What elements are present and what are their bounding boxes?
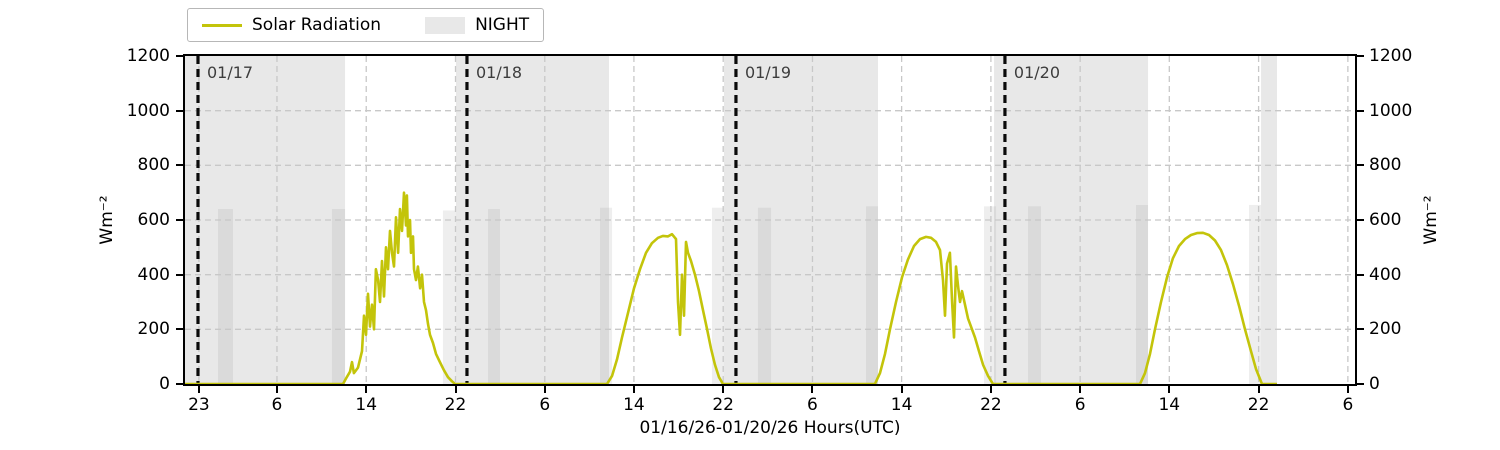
x-tick-mark bbox=[454, 384, 457, 393]
solar-radiation-line bbox=[185, 191, 1277, 384]
aux-bar bbox=[442, 210, 456, 384]
y-tick-mark-left bbox=[176, 109, 185, 112]
x-tick-label: 22 bbox=[980, 395, 1002, 415]
aux-bar bbox=[757, 207, 772, 384]
x-tick-label: 6 bbox=[539, 395, 551, 415]
x-tick-label: 6 bbox=[271, 395, 283, 415]
y-tick-label-left: 200 bbox=[137, 319, 170, 340]
x-tick-mark bbox=[811, 384, 814, 393]
y-axis-label-left: Wm⁻² bbox=[97, 195, 117, 245]
y-tick-mark-right bbox=[1355, 273, 1364, 276]
x-tick-label: 6 bbox=[1342, 395, 1354, 415]
y-tick-mark-right bbox=[1355, 55, 1364, 57]
legend-item-solar-radiation: Solar Radiation bbox=[202, 15, 381, 35]
legend-label-solar-radiation: Solar Radiation bbox=[252, 15, 382, 35]
legend-label-night: NIGHT bbox=[475, 15, 530, 35]
x-tick-label: 23 bbox=[188, 395, 210, 415]
y-tick-mark-right bbox=[1355, 109, 1364, 112]
x-axis-label: 01/16/26-01/20/26 Hours(UTC) bbox=[639, 418, 901, 438]
x-tick-label: 6 bbox=[1074, 395, 1086, 415]
x-tick-mark bbox=[632, 384, 635, 393]
x-tick-label: 14 bbox=[1158, 395, 1181, 415]
y-tick-mark-left bbox=[176, 219, 185, 221]
y-tick-mark-left bbox=[176, 328, 185, 331]
x-tick-mark bbox=[197, 384, 200, 393]
x-tick-mark bbox=[275, 384, 278, 393]
x-tick-label: 22 bbox=[1247, 395, 1270, 415]
aux-bar bbox=[983, 206, 997, 384]
y-tick-label-right: 400 bbox=[1369, 264, 1402, 285]
legend-item-night: NIGHT bbox=[425, 15, 529, 35]
y-tick-label-right: 200 bbox=[1369, 319, 1402, 340]
y-tick-label-right: 1000 bbox=[1369, 100, 1413, 121]
x-tick-mark bbox=[1079, 384, 1082, 393]
y-tick-mark-left bbox=[176, 273, 185, 276]
plot-area: 01/17 01/18 01/19 01/20 bbox=[183, 54, 1357, 386]
y-axis-label-right: Wm⁻² bbox=[1421, 195, 1441, 245]
aux-bar bbox=[599, 207, 613, 384]
y-tick-label-left: 800 bbox=[137, 155, 170, 176]
y-tick-mark-left bbox=[176, 164, 185, 167]
x-tick-mark bbox=[365, 384, 368, 393]
aux-bar bbox=[331, 209, 346, 384]
y-tick-mark-right bbox=[1355, 219, 1364, 221]
plot-canvas bbox=[185, 56, 1355, 384]
y-tick-label-left: 0 bbox=[159, 374, 170, 394]
x-tick-label: 14 bbox=[623, 395, 645, 415]
aux-bar bbox=[711, 207, 725, 384]
y-tick-label-left: 600 bbox=[137, 210, 170, 230]
y-tick-label-right: 800 bbox=[1369, 155, 1402, 176]
y-tick-label-right: 600 bbox=[1369, 210, 1402, 230]
chart-legend: Solar Radiation NIGHT bbox=[187, 8, 545, 42]
aux-bar bbox=[488, 209, 500, 384]
solar-line-swatch bbox=[202, 23, 242, 27]
x-tick-mark bbox=[543, 384, 546, 393]
aux-bar bbox=[1135, 204, 1149, 384]
y-tick-label-right: 1200 bbox=[1369, 46, 1413, 66]
y-tick-mark-left bbox=[176, 383, 185, 385]
x-tick-label: 14 bbox=[890, 395, 913, 415]
y-tick-mark-left bbox=[176, 55, 185, 57]
x-tick-label: 6 bbox=[807, 395, 818, 415]
y-tick-mark-right bbox=[1355, 383, 1364, 385]
x-tick-mark bbox=[1168, 384, 1171, 393]
x-tick-mark bbox=[722, 384, 725, 393]
y-tick-mark-right bbox=[1355, 164, 1364, 167]
x-tick-label: 22 bbox=[444, 395, 467, 415]
night-patch-swatch bbox=[425, 16, 466, 34]
night-span bbox=[455, 56, 610, 384]
x-tick-label: 22 bbox=[712, 395, 734, 415]
x-tick-label: 14 bbox=[355, 395, 378, 415]
x-tick-mark bbox=[989, 384, 992, 393]
x-tick-mark bbox=[1257, 384, 1260, 393]
y-tick-label-left: 1000 bbox=[126, 100, 170, 121]
y-tick-label-right: 0 bbox=[1369, 374, 1380, 394]
x-tick-mark bbox=[1346, 384, 1349, 393]
y-tick-label-left: 1200 bbox=[126, 46, 170, 66]
aux-bar bbox=[1027, 206, 1041, 384]
aux-bar bbox=[866, 206, 878, 384]
x-tick-mark bbox=[900, 384, 903, 393]
y-tick-label-left: 400 bbox=[137, 264, 170, 285]
aux-bar bbox=[217, 209, 233, 384]
y-tick-mark-right bbox=[1355, 328, 1364, 331]
